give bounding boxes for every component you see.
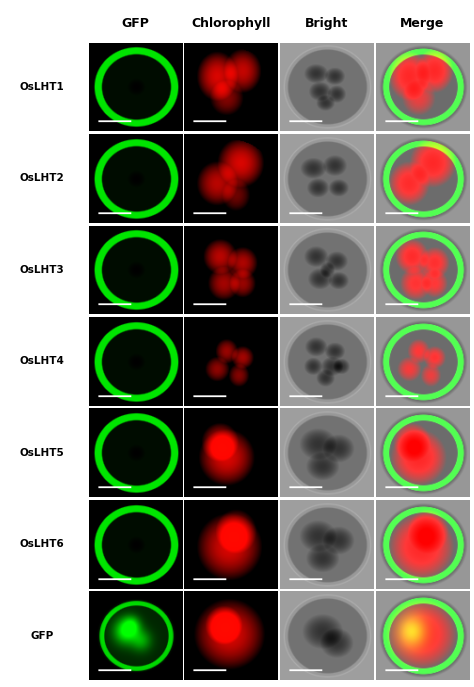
Text: GFP: GFP	[30, 631, 54, 641]
Text: OsLHT4: OsLHT4	[19, 357, 64, 366]
Text: OsLHT5: OsLHT5	[20, 448, 64, 458]
Text: Bright: Bright	[305, 17, 348, 30]
Text: Chlorophyll: Chlorophyll	[191, 17, 271, 30]
Text: Merge: Merge	[400, 17, 445, 30]
Text: OsLHT6: OsLHT6	[20, 539, 64, 550]
Text: OsLHT1: OsLHT1	[20, 82, 64, 92]
Text: OsLHT2: OsLHT2	[20, 173, 64, 183]
Text: GFP: GFP	[121, 17, 149, 30]
Text: OsLHT3: OsLHT3	[20, 265, 64, 275]
